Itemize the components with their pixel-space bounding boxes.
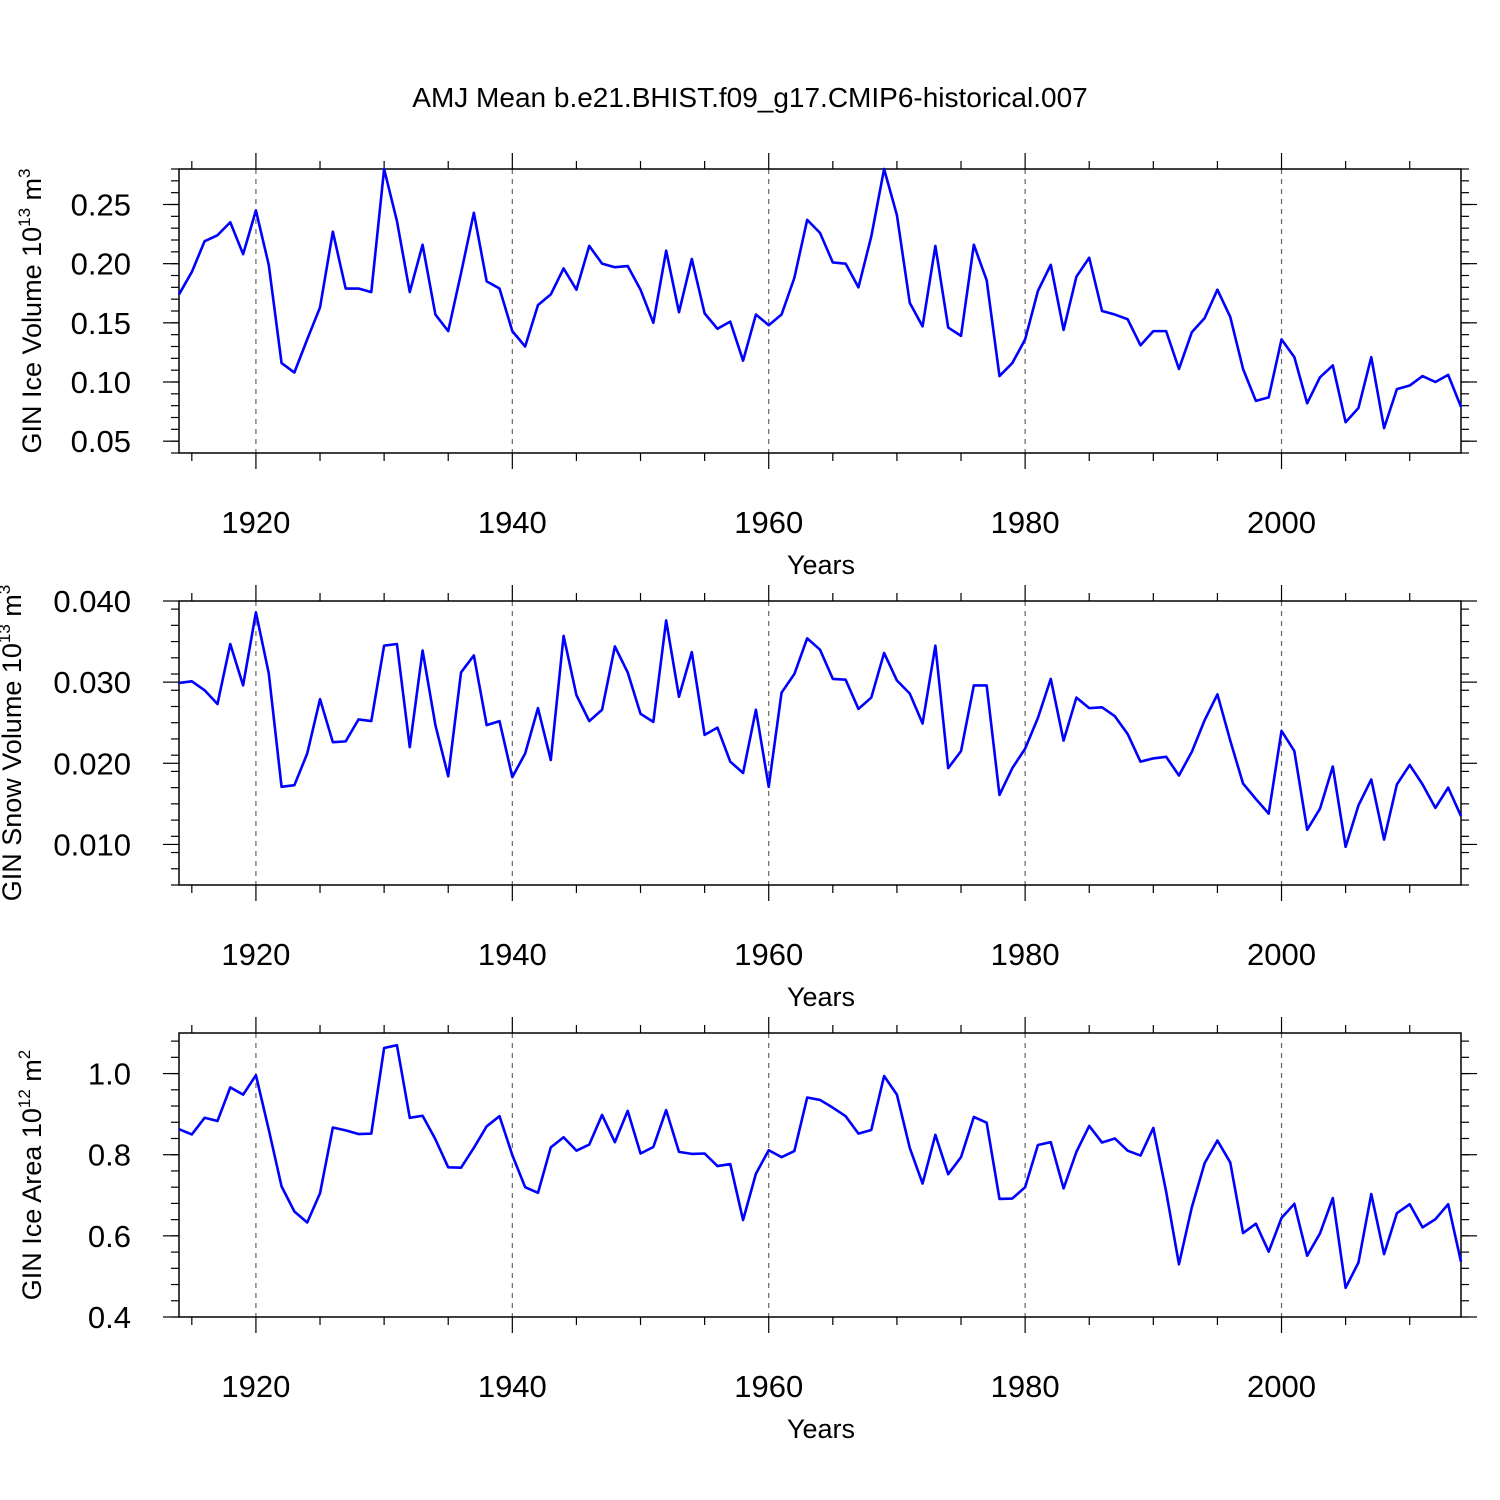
chart-title: AMJ Mean b.e21.BHIST.f09_g17.CMIP6-histo… bbox=[412, 82, 1087, 113]
x-tick-label: 2000 bbox=[1247, 937, 1316, 972]
x-tick-label: 1920 bbox=[221, 937, 290, 972]
y-tick-label: 0.25 bbox=[71, 188, 131, 223]
y-axis-label: GIN Ice Volume 1013 m3 bbox=[15, 168, 47, 453]
series-line-ice_volume bbox=[177, 167, 1463, 430]
y-tick-label: 1.0 bbox=[88, 1057, 131, 1092]
y-tick-label: 0.15 bbox=[71, 306, 131, 341]
x-axis-label: Years bbox=[787, 550, 855, 580]
plot-frame bbox=[178, 168, 1462, 454]
x-tick-label: 1980 bbox=[991, 937, 1060, 972]
x-tick-label: 1920 bbox=[221, 505, 290, 540]
x-tick-label: 1980 bbox=[991, 505, 1060, 540]
y-axis-label: GIN Snow Volume 1013 m3 bbox=[0, 585, 27, 902]
panel-ice_area: 1920 1940 1960 1980 2000 0.4 0.6 0.8 1.0 Years GIN… bbox=[15, 1017, 1477, 1444]
y-tick-label: 0.4 bbox=[88, 1300, 131, 1335]
x-tick-label: 1940 bbox=[478, 505, 547, 540]
x-tick-label: 1980 bbox=[991, 1369, 1060, 1404]
y-tick-label: 0.10 bbox=[71, 365, 131, 400]
panel-snow_volume: 1920 1940 1960 1980 2000 0.010 0.020 0.030 0.040… bbox=[0, 584, 1477, 1012]
panel-ice_volume: 1920 1940 1960 1980 2000 0.05 0.10 0.15 0.20 0.25… bbox=[15, 153, 1477, 580]
x-tick-label: 1940 bbox=[478, 937, 547, 972]
y-tick-label: 0.6 bbox=[88, 1219, 131, 1254]
x-tick-label: 2000 bbox=[1247, 505, 1316, 540]
x-tick-label: 1940 bbox=[478, 1369, 547, 1404]
x-axis-label: Years bbox=[787, 982, 855, 1012]
y-tick-label: 0.20 bbox=[71, 247, 131, 282]
x-tick-label: 1920 bbox=[221, 1369, 290, 1404]
y-tick-label: 0.030 bbox=[53, 665, 131, 700]
plot-frame bbox=[178, 600, 1462, 886]
y-tick-label: 0.8 bbox=[88, 1138, 131, 1173]
y-axis-label: GIN Ice Area 1012 m2 bbox=[15, 1050, 47, 1301]
y-tick-label: 0.010 bbox=[53, 827, 131, 862]
x-tick-label: 2000 bbox=[1247, 1369, 1316, 1404]
x-tick-label: 1960 bbox=[734, 937, 803, 972]
y-tick-label: 0.020 bbox=[53, 746, 131, 781]
x-tick-label: 1960 bbox=[734, 505, 803, 540]
x-axis-label: Years bbox=[787, 1414, 855, 1444]
x-tick-label: 1960 bbox=[734, 1369, 803, 1404]
series-line-snow_volume bbox=[178, 611, 1463, 849]
plot-frame bbox=[178, 1032, 1462, 1318]
y-tick-label: 0.040 bbox=[53, 584, 131, 619]
chart-panels: 1920 1940 1960 1980 2000 0.05 0.10 0.15 0.20 0.25… bbox=[0, 153, 1477, 1444]
series-line-ice_area bbox=[178, 1043, 1463, 1290]
y-tick-label: 0.05 bbox=[71, 424, 131, 459]
